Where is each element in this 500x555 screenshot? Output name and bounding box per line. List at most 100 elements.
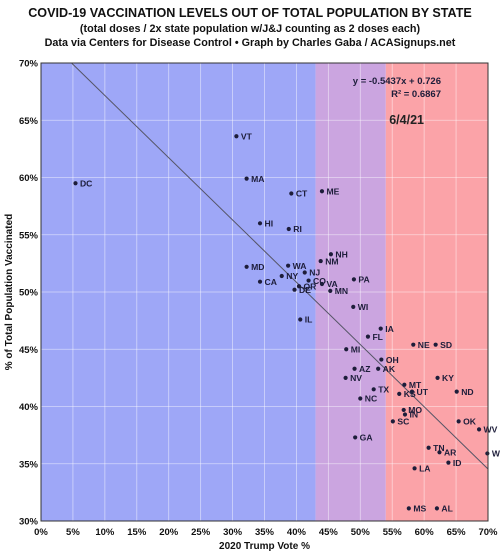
point-marker xyxy=(379,357,384,362)
point-marker xyxy=(244,264,249,269)
point-label: NC xyxy=(365,394,377,404)
point-label: KY xyxy=(442,373,454,383)
point-ny: NY xyxy=(279,271,298,281)
point-label: MD xyxy=(251,262,264,272)
y-tick-label: 30% xyxy=(19,517,39,528)
x-tick-label: 50% xyxy=(351,527,371,538)
point-marker xyxy=(286,226,291,232)
point-marker xyxy=(343,375,348,380)
point-mt: MT xyxy=(402,380,422,390)
chart-subtitle: (total doses / 2x state population w/J&J… xyxy=(80,23,421,35)
point-marker xyxy=(437,450,442,455)
point-marker xyxy=(318,258,323,264)
point-marker xyxy=(352,366,357,371)
point-me: ME xyxy=(319,186,340,196)
point-marker xyxy=(298,317,303,322)
point-de: DE xyxy=(292,285,311,295)
point-label: KS xyxy=(404,389,416,399)
x-tick-label: 60% xyxy=(415,527,435,538)
point-ma: MA xyxy=(244,174,264,184)
point-or: OR xyxy=(296,281,317,291)
point-marker xyxy=(412,466,417,471)
point-label: GA xyxy=(360,433,373,443)
y-tick-label: 40% xyxy=(19,402,39,413)
point-mo: MO xyxy=(401,405,422,415)
point-ks: KS xyxy=(397,389,416,399)
point-az: AZ xyxy=(352,364,371,374)
point-oh: OH xyxy=(379,355,399,365)
point-marker xyxy=(365,334,371,339)
point-marker xyxy=(319,189,325,194)
point-label: VT xyxy=(241,131,253,141)
point-nc: NC xyxy=(358,394,377,404)
plot-frame xyxy=(40,62,489,522)
point-marker xyxy=(476,427,482,432)
point-ak: AK xyxy=(376,364,396,374)
point-marker xyxy=(409,389,415,394)
point-marker xyxy=(378,326,383,331)
chart-credit: Data via Centers for Disease Control • G… xyxy=(45,37,456,49)
point-label: NE xyxy=(418,340,430,350)
point-marker xyxy=(401,407,406,413)
point-label: AR xyxy=(444,448,457,458)
point-md: MD xyxy=(244,262,264,272)
y-tick-label: 60% xyxy=(19,173,39,184)
point-label: HI xyxy=(265,219,274,229)
point-label: WA xyxy=(293,261,307,271)
point-label: MT xyxy=(409,380,422,390)
point-marker xyxy=(319,281,325,287)
point-label: ID xyxy=(453,458,462,468)
point-ms: MS xyxy=(406,504,426,514)
point-marker xyxy=(296,284,302,289)
point-wa: WA xyxy=(286,261,306,271)
point-ok: OK xyxy=(456,417,477,427)
point-wv: WV xyxy=(476,425,498,435)
point-marker xyxy=(485,451,490,456)
point-label: WY xyxy=(492,449,500,459)
point-fl: FL xyxy=(365,332,383,342)
x-tick-label: 45% xyxy=(319,527,339,538)
point-ri: RI xyxy=(286,224,302,234)
point-la: LA xyxy=(412,464,431,474)
point-label: SC xyxy=(397,417,409,427)
x-tick-labels: 0% 5% 10% 15% 20% 25% 30% 35% 40% 45% 50% 55% 60% 65%… xyxy=(34,527,498,538)
point-label: CA xyxy=(265,277,277,287)
x-tick-label: 0% xyxy=(34,527,48,538)
point-marker xyxy=(371,387,376,392)
point-label: NV xyxy=(350,373,362,383)
point-label: NM xyxy=(325,256,338,266)
x-tick-label: 25% xyxy=(191,527,211,538)
point-marker xyxy=(402,412,408,417)
point-marker xyxy=(390,419,395,424)
point-label: ME xyxy=(326,186,339,196)
point-marker xyxy=(351,304,356,309)
point-ne: NE xyxy=(411,340,430,350)
trendline xyxy=(71,62,489,470)
y-tick-label: 45% xyxy=(19,345,39,356)
point-marker xyxy=(402,382,407,387)
point-label: MI xyxy=(351,344,361,354)
point-label: MA xyxy=(251,174,264,184)
point-marker xyxy=(351,277,356,282)
y-tick-label: 65% xyxy=(19,116,39,127)
x-tick-label: 30% xyxy=(223,527,243,538)
point-marker xyxy=(456,419,461,424)
x-tick-label: 35% xyxy=(255,527,275,538)
point-marker xyxy=(435,375,440,380)
point-label: OK xyxy=(463,417,477,427)
point-label: PA xyxy=(358,275,369,285)
point-marker xyxy=(397,391,402,397)
point-marker xyxy=(244,176,249,181)
point-label: CT xyxy=(296,189,308,199)
point-label: NY xyxy=(286,271,298,281)
point-nv: NV xyxy=(343,373,362,383)
point-nj: NJ xyxy=(302,268,320,278)
point-label: TN xyxy=(433,443,444,453)
point-label: IN xyxy=(409,410,418,420)
point-marker xyxy=(446,460,451,465)
point-marker xyxy=(328,252,334,257)
point-label: AK xyxy=(383,364,396,374)
point-id: ID xyxy=(446,458,462,468)
point-label: UT xyxy=(417,387,429,397)
x-tick-label: 20% xyxy=(159,527,179,538)
